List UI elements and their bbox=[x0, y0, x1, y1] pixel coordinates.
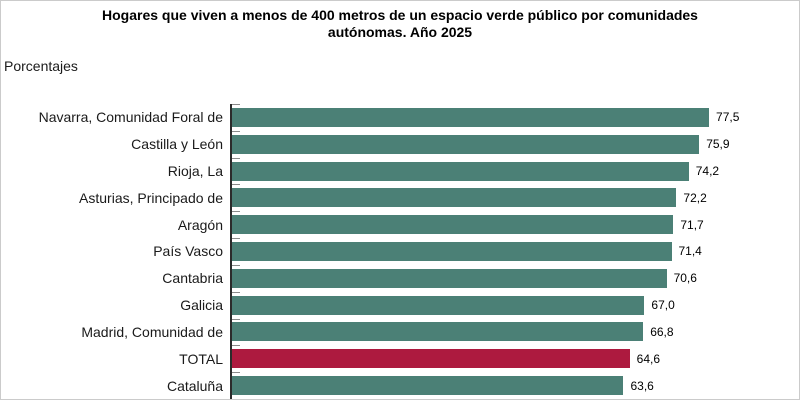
bar-track: 74,2 bbox=[230, 157, 799, 185]
chart-row: Galicia 67,0 bbox=[1, 291, 799, 319]
axis-tick bbox=[232, 211, 240, 213]
chart-row: Rioja, La 74,2 bbox=[1, 157, 799, 185]
bar bbox=[232, 322, 644, 342]
chart-title-line1: Hogares que viven a menos de 400 metros … bbox=[102, 7, 698, 23]
value-label: 71,4 bbox=[678, 244, 702, 259]
bar-track: 72,2 bbox=[230, 184, 799, 212]
value-label: 64,6 bbox=[636, 351, 660, 366]
category-label: Galicia bbox=[180, 297, 223, 314]
category-label: Aragón bbox=[177, 216, 223, 233]
bar-track: 67,0 bbox=[230, 291, 799, 319]
bar-track: 63,6 bbox=[230, 372, 799, 399]
category-label: Castilla y León bbox=[131, 136, 223, 153]
chart-row: Castilla y León 75,9 bbox=[1, 130, 799, 158]
chart-row: Asturias, Principado de 72,2 bbox=[1, 184, 799, 212]
bar bbox=[232, 215, 674, 235]
axis-tick bbox=[232, 238, 240, 240]
chart-row: Aragón 71,7 bbox=[1, 211, 799, 239]
bar-track: 71,7 bbox=[230, 211, 799, 239]
chart-row: Madrid, Comunidad de 66,8 bbox=[1, 318, 799, 346]
value-label: 66,8 bbox=[650, 324, 674, 339]
value-label: 72,2 bbox=[683, 190, 707, 205]
value-label: 77,5 bbox=[716, 110, 740, 125]
bar-track: 64,6 bbox=[230, 345, 799, 373]
bar-track: 70,6 bbox=[230, 264, 799, 292]
axis-tick bbox=[232, 372, 240, 374]
chart-row: Cataluña 63,6 bbox=[1, 372, 799, 399]
chart-row: Navarra, Comunidad Foral de 77,5 bbox=[1, 104, 799, 131]
value-label: 70,6 bbox=[673, 271, 697, 286]
axis-tick bbox=[232, 104, 240, 105]
value-label: 67,0 bbox=[651, 298, 675, 313]
value-label: 74,2 bbox=[695, 164, 720, 179]
bar-track: 66,8 bbox=[230, 318, 799, 346]
bar bbox=[232, 241, 672, 261]
axis-tick bbox=[232, 184, 240, 186]
bar bbox=[232, 376, 624, 396]
axis-tick bbox=[232, 130, 240, 132]
value-label: 63,6 bbox=[630, 378, 654, 393]
chart-title-line2: autónomas. Año 2025 bbox=[327, 24, 473, 40]
axis-tick bbox=[232, 318, 240, 320]
bar bbox=[232, 134, 700, 154]
bar-track: 77,5 bbox=[230, 104, 799, 131]
axis-tick bbox=[232, 264, 240, 266]
category-label: Cantabria bbox=[162, 270, 223, 287]
bar bbox=[232, 295, 645, 315]
bar-chart: Navarra, Comunidad Foral de 77,5 Castilla … bbox=[1, 104, 799, 399]
category-label: Rioja, La bbox=[167, 163, 223, 180]
value-label: 71,7 bbox=[680, 217, 704, 232]
chart-row: Cantabria 70,6 bbox=[1, 264, 799, 292]
chart-row: País Vasco 71,4 bbox=[1, 238, 799, 265]
category-label: Cataluña bbox=[166, 377, 223, 394]
bar-track: 71,4 bbox=[230, 238, 799, 265]
axis-tick bbox=[232, 291, 240, 293]
category-label: Navarra, Comunidad Foral de bbox=[38, 109, 223, 126]
units-label: Porcentajes bbox=[4, 58, 78, 74]
chart-title: Hogares que viven a menos de 400 metros … bbox=[1, 7, 799, 41]
bar bbox=[232, 188, 677, 208]
bar bbox=[232, 107, 710, 127]
axis-tick bbox=[232, 345, 240, 347]
bar bbox=[232, 161, 689, 181]
category-label: Asturias, Principado de bbox=[79, 189, 223, 206]
bar-total-highlight bbox=[232, 349, 630, 369]
chart-row: TOTAL 64,6 bbox=[1, 345, 799, 373]
value-label: 75,9 bbox=[706, 137, 730, 152]
axis-tick bbox=[232, 157, 240, 159]
category-label: Madrid, Comunidad de bbox=[81, 323, 223, 340]
bar bbox=[232, 268, 667, 288]
bar-track: 75,9 bbox=[230, 130, 799, 158]
category-label: TOTAL bbox=[179, 350, 223, 367]
category-label: País Vasco bbox=[153, 243, 223, 260]
